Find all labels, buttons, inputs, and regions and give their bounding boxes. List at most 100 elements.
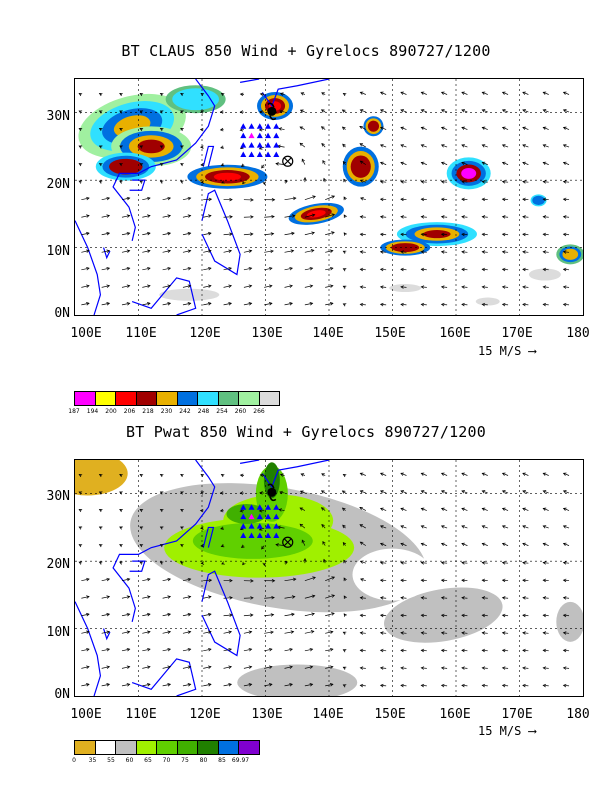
wind-vector (441, 508, 448, 511)
wind-vector-head (221, 180, 225, 184)
wind-vector-head (147, 612, 151, 617)
wind-vector (359, 524, 367, 529)
wind-vector-head (242, 561, 246, 566)
wind-vector-head (199, 127, 204, 132)
wind-vector-head (321, 142, 325, 147)
gyre-location-marker (240, 142, 247, 148)
wind-vector (543, 632, 549, 634)
wind-vector (563, 472, 570, 476)
wind-vector-head (562, 285, 567, 289)
wind-vector (121, 250, 130, 253)
wind-vector (421, 579, 427, 582)
gyre-location-marker (273, 123, 280, 129)
wind-vector-head (400, 285, 404, 289)
wind-vector-head (461, 126, 465, 130)
wind-vector-head (359, 506, 363, 511)
wind-vector-head (400, 215, 404, 219)
wind-vector (162, 631, 171, 634)
wind-vector-head (320, 507, 325, 511)
colorbar-swatch (217, 391, 239, 406)
wind-vector-head (292, 577, 297, 582)
wind-vector-head (542, 561, 547, 565)
wind-vector-head (159, 128, 164, 132)
wind-vector (522, 233, 529, 236)
wind-vector-head (180, 110, 184, 114)
wind-vector-head (279, 92, 284, 96)
wind-vector-head (522, 91, 526, 95)
wind-vector-head (379, 525, 384, 529)
wind-vector (304, 214, 315, 218)
wind-vector-head (359, 143, 364, 147)
wind-vector-head (400, 91, 404, 95)
wind-vector (380, 472, 387, 476)
wind-vector (325, 302, 333, 306)
wind-vector-head (228, 249, 233, 253)
gyre-location-marker (265, 523, 272, 529)
wind-vector (543, 562, 549, 564)
wind-vector (563, 649, 570, 652)
wind-vector (81, 215, 90, 218)
wind-vector-head (220, 543, 225, 548)
panel2-xtick: 110E (125, 707, 157, 722)
wind-vector-head (167, 577, 172, 582)
colorbar-label: 200 (105, 408, 117, 415)
gyre-location-marker (240, 132, 247, 139)
wind-vector (461, 91, 468, 95)
wind-vector (461, 579, 468, 582)
wind-vector (522, 667, 529, 669)
wind-vector-head (200, 145, 204, 149)
wind-vector (461, 649, 468, 652)
wind-vector (142, 683, 151, 687)
wind-vector-head (331, 576, 336, 580)
gyre-center-icon (283, 157, 292, 166)
wind-vector (360, 667, 366, 669)
wind-vector (81, 267, 90, 271)
wind-vector (380, 667, 387, 669)
wind-vector-head (139, 92, 144, 97)
colorbar-label: 218 (142, 408, 154, 415)
wind-vector-head (187, 612, 192, 617)
wind-vector-head (481, 631, 486, 635)
wind-vector-head (562, 197, 567, 202)
field-contour (237, 664, 358, 696)
wind-vector-head (342, 285, 347, 289)
wind-vector (81, 666, 90, 669)
wind-vector-head (359, 215, 364, 219)
wind-vector (264, 233, 274, 236)
wind-vector (121, 215, 130, 218)
colorbar-label: 35 (88, 757, 97, 764)
wind-vector-head (542, 648, 547, 653)
wind-vector (400, 614, 407, 617)
gyre-location-marker (256, 504, 263, 510)
wind-vector (121, 596, 130, 599)
wind-vector (101, 267, 110, 271)
wind-vector (321, 507, 326, 511)
wind-vector (543, 198, 549, 201)
gyre-location-marker (248, 513, 255, 520)
wind-vector-head (248, 284, 253, 288)
wind-vector-head (331, 231, 335, 235)
wind-vector-head (180, 526, 184, 530)
wind-vector (380, 490, 387, 494)
wind-vector-head (420, 215, 425, 219)
wind-vector-head (229, 613, 233, 617)
wind-vector (264, 267, 273, 271)
typhoon-icon (269, 496, 277, 502)
wind-vector-head (359, 631, 364, 635)
wind-vector-head (461, 144, 465, 148)
wind-vector (325, 576, 335, 582)
wind-vector-head (481, 561, 486, 565)
wind-vector-head (167, 612, 172, 617)
wind-vector (421, 490, 427, 494)
wind-vector (522, 649, 529, 652)
wind-vector-head (379, 666, 384, 670)
wind-vector (441, 91, 448, 95)
colorbar-label: 65 (144, 757, 152, 764)
wind-vector (502, 543, 509, 546)
gyre-location-marker (265, 504, 272, 510)
wind-vector-head (341, 507, 346, 511)
wind-vector-head (522, 285, 526, 289)
wind-vector (502, 91, 509, 95)
wind-vector-head (481, 648, 486, 653)
wind-vector-head (270, 630, 274, 635)
